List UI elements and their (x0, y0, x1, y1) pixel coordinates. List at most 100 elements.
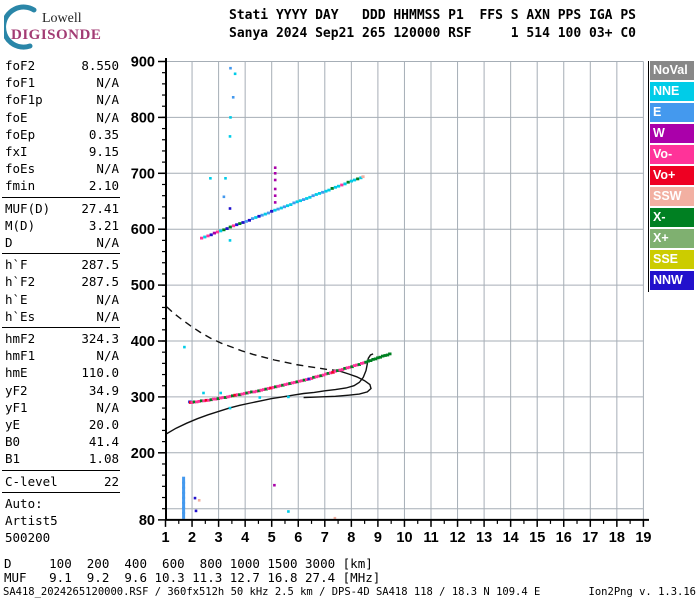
param-value: 27.41 (81, 200, 119, 216)
second-hop-trace-dot (266, 211, 271, 215)
y-tick-label: 700 (131, 166, 155, 182)
second-hop-trace-dot (235, 223, 239, 227)
param-label: B1 (5, 451, 21, 467)
f-trace-dot (252, 390, 256, 394)
f-trace-dot (343, 367, 347, 370)
second-hop-trace-dot (330, 187, 334, 190)
second-hop-trace-dot (279, 206, 283, 210)
param-row: fxI 9.15 (5, 144, 119, 160)
second-hop-trace-dot (292, 201, 296, 205)
f-trace-dot (338, 368, 342, 372)
noise-dots-dot (229, 116, 232, 119)
f-trace-dot (192, 400, 197, 404)
param-divider (2, 469, 120, 471)
x-tick-label: 15 (529, 530, 545, 546)
param-value: N/A (96, 308, 119, 324)
logo-arc-icon (1, 4, 37, 50)
x-tick-label: 10 (396, 530, 412, 546)
param-row: yF1 N/A (5, 400, 119, 416)
x-tick-label: 4 (241, 530, 249, 546)
legend-item-vo: Vo+ (650, 166, 694, 185)
x-tick-label: 11 (423, 530, 438, 546)
x-tick-label: 14 (503, 530, 519, 546)
noise-column-dot (182, 501, 186, 509)
noise-dots-dot (273, 187, 277, 191)
f-trace-dot (221, 396, 225, 399)
noise-dots-dot (228, 207, 232, 210)
noise-dots-dot (231, 96, 235, 99)
second-hop-trace-dot (225, 227, 229, 230)
param-row: foEp 0.35 (5, 127, 119, 143)
param-row: C-level 22 (5, 474, 119, 490)
param-label: foF1p (5, 92, 43, 108)
second-hop-trace-dot (349, 179, 353, 183)
f-trace-dot (336, 369, 340, 372)
f-trace-dot (373, 357, 378, 361)
footer-file-info: SA418_2024265120000.RSF / 360fx512h 50 k… (3, 586, 541, 598)
second-hop-trace-dot (359, 176, 363, 180)
param-label: MUF(D) (5, 200, 51, 216)
f-trace-dot (288, 382, 292, 385)
second-hop-trace-dot (298, 199, 302, 203)
f-trace-dot (355, 363, 359, 367)
param-row: M(D) 3.21 (5, 218, 119, 234)
second-hop-trace-dot (305, 197, 309, 200)
second-hop-trace-dot (257, 214, 261, 218)
param-label: C-level (5, 473, 58, 489)
param-value: N/A (96, 161, 119, 177)
param-label: foF2 (5, 58, 36, 73)
f-trace-dot (233, 393, 237, 397)
second-hop-trace-dot (321, 190, 325, 194)
second-hop-trace-dot (356, 177, 360, 181)
f-trace-dot (264, 387, 268, 391)
f-trace-dot (309, 377, 314, 380)
second-hop-trace-dot (361, 175, 365, 179)
param-value: N/A (96, 399, 119, 415)
f-trace-dot (376, 356, 380, 360)
f-trace-dot (378, 355, 382, 359)
param-label: yF1 (5, 399, 28, 415)
curve-profile-asymptote (165, 353, 374, 436)
second-hop-trace-dot (327, 188, 331, 192)
second-hop-trace-dot (215, 230, 220, 234)
noise-dots-dot (273, 172, 277, 175)
f-trace-dot (283, 383, 287, 386)
second-hop-trace-dot (352, 178, 357, 182)
noise-column-dot (182, 476, 186, 484)
f-trace-dot (297, 379, 302, 383)
y-tick-label: 80 (139, 513, 155, 529)
f-trace-dot (216, 397, 220, 400)
param-label: M(D) (5, 217, 36, 233)
param-label: h`Es (5, 308, 36, 324)
param-value: 3.21 (88, 217, 119, 233)
f-trace-dot (333, 369, 338, 373)
f-trace-dot (195, 400, 199, 404)
param-row: hmF1 N/A (5, 348, 119, 364)
f-trace-dot (240, 392, 244, 396)
param-label: h`F2 (5, 274, 36, 290)
f-trace-dot (250, 390, 254, 394)
param-value: N/A (96, 75, 119, 91)
noise-dots-dot (287, 395, 290, 399)
f-trace-dot (204, 398, 209, 402)
f-trace-dot (364, 360, 368, 364)
f-trace-dot (352, 364, 357, 367)
param-value: 0.35 (88, 126, 119, 142)
second-hop-trace-dot (276, 207, 280, 211)
second-hop-trace-dot (295, 200, 299, 204)
param-label: Artist5 (5, 513, 58, 528)
param-label: B0 (5, 434, 21, 450)
f-trace-dot (319, 374, 323, 378)
muf-row: MUF 9.1 9.2 9.6 10.3 11.3 12.7 16.8 27.4… (4, 570, 381, 585)
second-hop-trace-dot (203, 235, 207, 239)
noise-dots-dot (183, 345, 186, 349)
param-row: B0 41.4 (5, 434, 119, 450)
f-trace-dot (223, 396, 228, 399)
f-trace-dot (324, 372, 328, 376)
f-trace-dot (383, 354, 387, 357)
f-trace-dot (226, 395, 230, 399)
param-label: fmin (5, 178, 36, 194)
param-label: yF2 (5, 382, 28, 398)
noise-dots-dot (202, 391, 205, 395)
